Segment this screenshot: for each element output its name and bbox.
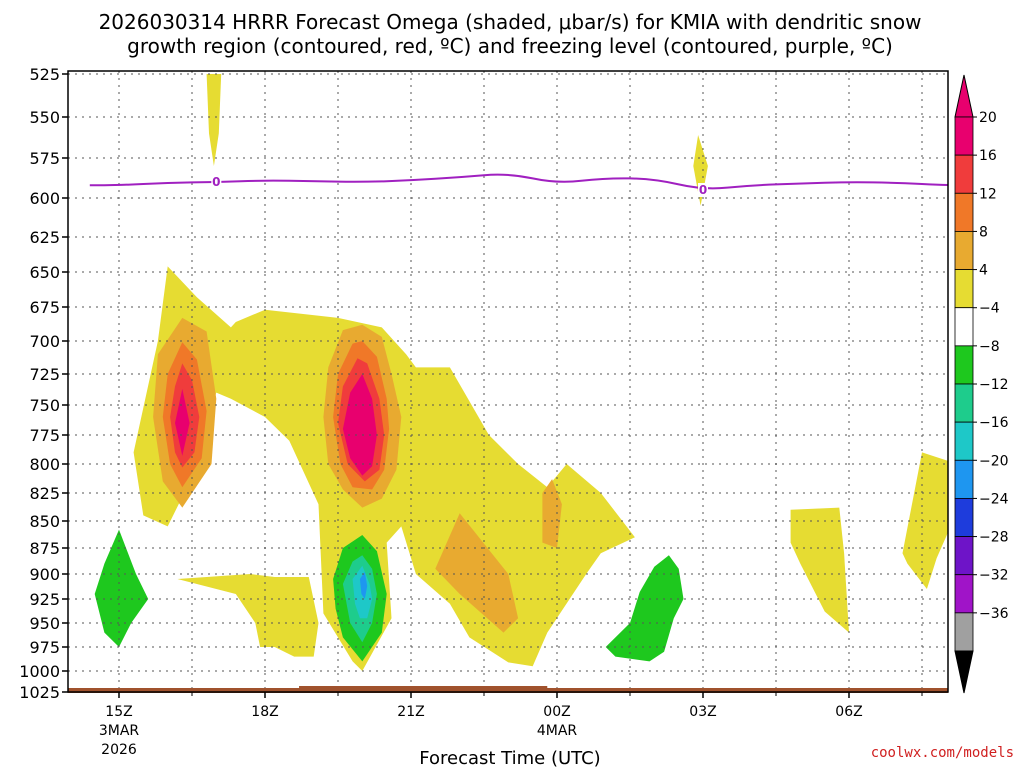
colorbar-label: −12 <box>979 377 1009 393</box>
colorbar-label: 16 <box>979 148 997 164</box>
freezing-level-label: 0 <box>212 175 220 189</box>
x-tick-label: 03Z <box>689 704 716 720</box>
omega-fills <box>94 74 976 671</box>
y-tick-label: 800 <box>29 455 60 474</box>
colorbar-label: −32 <box>979 568 1009 584</box>
omega-region-orange-low-b <box>542 479 562 548</box>
colorbar-swatch <box>954 345 974 385</box>
y-tick-label: 875 <box>29 539 60 558</box>
colorbar-swatch <box>954 307 974 347</box>
omega-region-upper-yellow-0 <box>206 74 222 166</box>
colorbar-top-arrow <box>954 74 974 118</box>
colorbar-label: 8 <box>979 224 988 240</box>
chart-title-line1: 2026030314 HRRR Forecast Omega (shaded, … <box>99 10 922 34</box>
colorbar-label: −8 <box>979 339 1000 355</box>
freezing-level-label: 0 <box>699 183 707 197</box>
colorbar-swatch <box>954 574 974 614</box>
colorbar-label: −20 <box>979 453 1009 469</box>
colorbar-swatch <box>954 459 974 499</box>
plot-frame <box>67 70 949 693</box>
colorbar-swatch <box>954 116 974 156</box>
y-axis: 525 550 575 600 625 650 675 700 725 750 775 800 825 8… <box>19 65 68 702</box>
y-tick-label: 950 <box>29 614 60 633</box>
colorbar-label: −28 <box>979 530 1009 546</box>
x-tick-label: 00Z <box>543 704 570 720</box>
chart-title-line2: growth region (contoured, red, ºC) and f… <box>127 34 893 58</box>
credit-text: coolwx.com/models <box>871 745 1014 761</box>
y-tick-label: 850 <box>29 512 60 531</box>
colorbar-swatch <box>954 536 974 576</box>
colorbar-label: −36 <box>979 606 1009 622</box>
omega-region-yellow-left-low <box>177 574 319 657</box>
x-axis: 15Z 3MAR 2026 18Z 21Z 00Z 4MAR 03Z 06Z <box>99 692 923 758</box>
y-tick-label: 1025 <box>19 683 60 702</box>
colorbar-swatch <box>954 269 974 309</box>
omega-region-upper-yellow-2 <box>971 74 976 86</box>
omega-region-blue-b <box>359 571 368 599</box>
colorbar: 20 16 12 8 4 −4 −8 −12 −16 −20 −24 −28 −32 −36 <box>954 74 1009 694</box>
y-tick-label: 900 <box>29 565 60 584</box>
colorbar-label: −16 <box>979 415 1009 431</box>
x-tick-label: 15Z <box>105 704 132 720</box>
x-tick-label: 06Z <box>835 704 862 720</box>
y-tick-label: 825 <box>29 484 60 503</box>
y-tick-label: 700 <box>29 332 60 351</box>
y-tick-label: 725 <box>29 365 60 384</box>
colorbar-swatch <box>954 498 974 537</box>
omega-region-omega-16-a <box>175 388 190 456</box>
colorbar-swatch <box>954 192 974 232</box>
freezing-label-bg <box>211 175 222 189</box>
plot-area: 00 <box>67 70 976 693</box>
x-tick-label: 18Z <box>251 704 278 720</box>
colorbar-swatch <box>954 231 974 270</box>
y-tick-label: 525 <box>29 65 60 84</box>
y-tick-label: 925 <box>29 590 60 609</box>
y-tick-label: 1000 <box>19 662 60 681</box>
y-tick-label: 650 <box>29 263 60 282</box>
freezing-label-bg <box>698 183 708 197</box>
x-tick-date: 3MAR <box>99 723 140 739</box>
x-tick-year: 2026 <box>101 742 137 758</box>
x-axis-title: Forecast Time (UTC) <box>419 748 600 768</box>
surface-terrain <box>68 686 948 693</box>
colorbar-swatch <box>954 612 974 652</box>
colorbar-label: −24 <box>979 491 1009 507</box>
freezing-level-line <box>89 173 948 190</box>
freezing-level: 00 <box>89 173 948 197</box>
y-tick-label: 550 <box>29 108 60 127</box>
colorbar-swatch <box>954 383 974 423</box>
colorbar-swatch <box>954 421 974 461</box>
omega-region-orange-low-a <box>435 513 519 633</box>
omega-region-green-a <box>94 529 149 647</box>
omega-region-yellow-right-0 <box>790 507 849 633</box>
omega-region-yellow-right-1 <box>902 452 948 589</box>
colorbar-bottom-arrow <box>954 650 974 694</box>
colorbar-label: 12 <box>979 186 997 202</box>
y-tick-label: 750 <box>29 396 60 415</box>
y-tick-label: 975 <box>29 638 60 657</box>
y-tick-label: 775 <box>29 426 60 445</box>
omega-region-omega-16-b <box>342 374 377 476</box>
y-tick-label: 600 <box>29 189 60 208</box>
colorbar-swatch <box>954 154 974 194</box>
colorbar-label: 4 <box>979 263 988 279</box>
surface-bump <box>299 686 548 689</box>
y-tick-label: 675 <box>29 298 60 317</box>
surface-band <box>68 688 948 693</box>
x-tick-label: 21Z <box>397 704 424 720</box>
omega-region-green-c <box>605 555 684 662</box>
y-tick-label: 625 <box>29 228 60 247</box>
x-tick-date: 4MAR <box>537 723 578 739</box>
y-tick-label: 575 <box>29 149 60 168</box>
colorbar-label: 20 <box>979 110 997 126</box>
omega-region-upper-yellow-1 <box>693 135 708 206</box>
colorbar-label: −4 <box>979 301 1000 317</box>
